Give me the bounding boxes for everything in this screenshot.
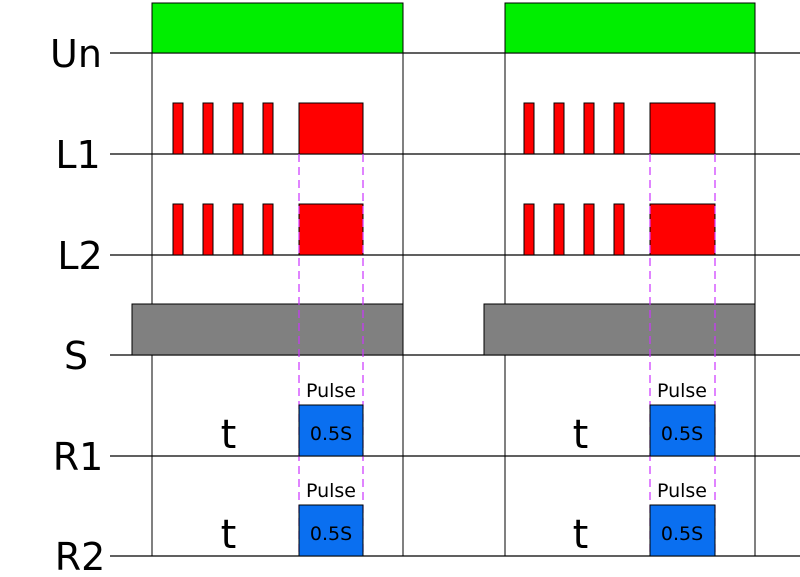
blink-pulse <box>583 203 595 256</box>
pulse-label: Pulse <box>306 480 356 502</box>
relay-pulse <box>649 504 716 557</box>
relay-pulse <box>298 504 364 557</box>
blink-pulse <box>553 203 565 256</box>
blink-pulse <box>202 203 214 256</box>
steady-on <box>649 102 716 155</box>
blink-pulse <box>583 102 595 155</box>
delay-label: t <box>573 512 589 558</box>
duration-label: 0.5S <box>661 523 703 545</box>
steady-on <box>298 102 364 155</box>
supply-bar <box>151 2 404 54</box>
steady-on <box>298 203 364 256</box>
row-label: R1 <box>53 435 104 479</box>
blink-pulse <box>613 203 625 256</box>
switch-bar <box>131 303 404 356</box>
blink-pulse <box>232 203 244 256</box>
pulse-label: Pulse <box>657 480 707 502</box>
steady-on <box>649 203 716 256</box>
supply-bar <box>504 2 756 54</box>
blink-pulse <box>262 203 274 256</box>
blink-pulse <box>232 102 244 155</box>
row-label: S <box>64 334 88 378</box>
duration-label: 0.5S <box>661 423 703 445</box>
row-label: R2 <box>55 535 106 577</box>
delay-label: t <box>221 412 237 458</box>
duration-label: 0.5S <box>310 523 352 545</box>
row-label: L1 <box>55 133 100 177</box>
blink-pulse <box>523 102 535 155</box>
switch-bar <box>483 303 756 356</box>
blink-pulse <box>172 203 184 256</box>
blink-pulse <box>262 102 274 155</box>
blink-pulse <box>202 102 214 155</box>
pulse-label: Pulse <box>306 380 356 402</box>
relay-pulse <box>298 404 364 457</box>
delay-label: t <box>221 512 237 558</box>
blink-pulse <box>613 102 625 155</box>
blink-pulse <box>172 102 184 155</box>
row-label: Un <box>50 32 102 76</box>
pulse-label: Pulse <box>657 380 707 402</box>
row-label: L2 <box>57 234 102 278</box>
blink-pulse <box>553 102 565 155</box>
relay-pulse <box>649 404 716 457</box>
duration-label: 0.5S <box>310 423 352 445</box>
blink-pulse <box>523 203 535 256</box>
delay-label: t <box>573 412 589 458</box>
